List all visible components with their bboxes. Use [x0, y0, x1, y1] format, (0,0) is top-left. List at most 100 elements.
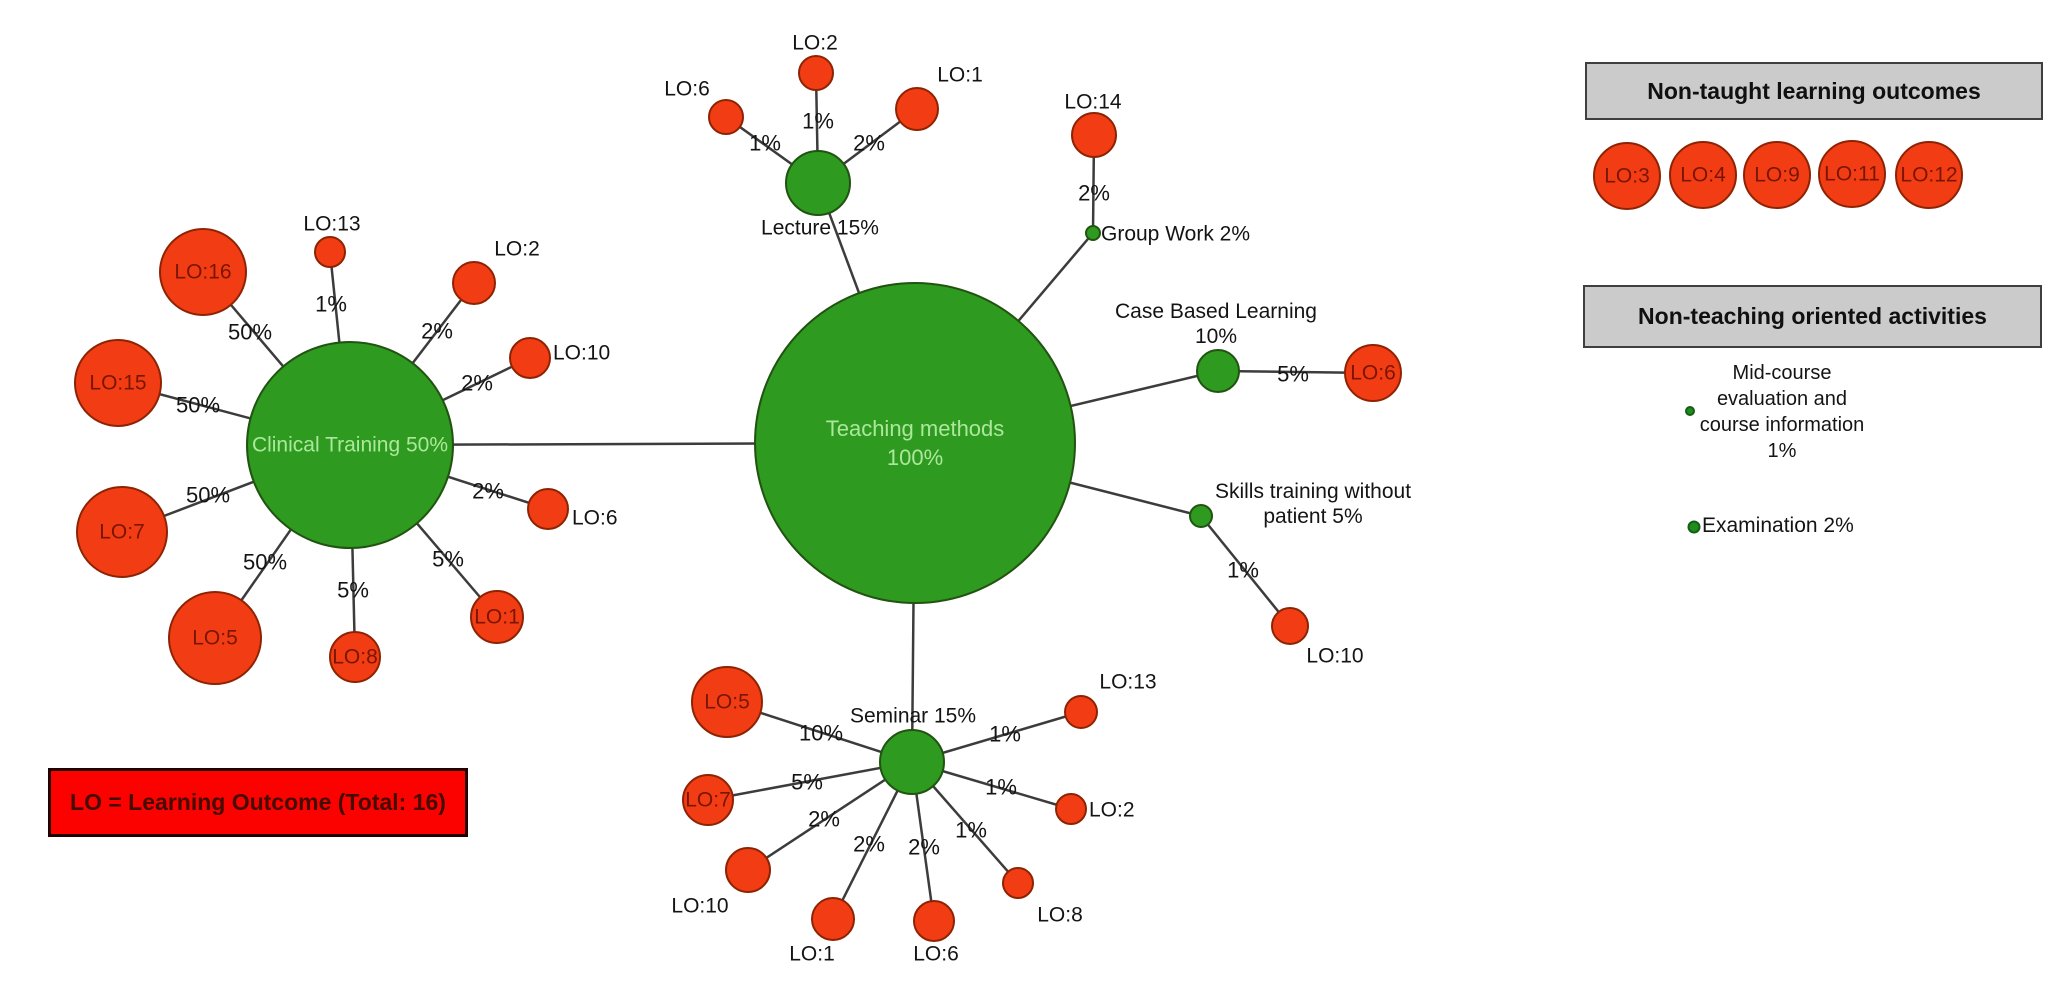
- seminar-lo5-label: LO:5: [704, 691, 750, 714]
- edge-label-case-based-learning-case-based-lo6: 5%: [1277, 362, 1309, 387]
- clinical-lo13-circle: [314, 236, 346, 268]
- edge-label-clinical-training-clinical-lo8: 5%: [337, 578, 369, 603]
- edge-seminar-seminar-lo7: [707, 760, 913, 802]
- mid-course-evaluation-label: Mid-course evaluation and course informa…: [1699, 362, 1865, 462]
- seminar-lo5-circle: [691, 666, 763, 738]
- edge-label-group-work-group-work-lo14: 2%: [1078, 181, 1110, 206]
- skills-lo10-label: LO:10: [1306, 645, 1363, 668]
- clinical-lo5-label: LO:5: [192, 627, 238, 650]
- clinical-lo15-label: LO:15: [89, 372, 146, 395]
- skills-lo10-circle: [1271, 607, 1309, 645]
- edge-label-seminar-seminar-lo8: 1%: [955, 818, 987, 843]
- legend-lo3-label: LO:3: [1604, 165, 1650, 188]
- teaching-methods-label: Teaching methods: [826, 416, 1005, 441]
- clinical-training-circle: [246, 341, 454, 549]
- clinical-lo10-label: LO:10: [553, 342, 610, 365]
- seminar-lo13-label: LO:13: [1099, 671, 1156, 694]
- legend-lo9-circle: [1743, 141, 1811, 209]
- skills-training-label: Skills training without: [1215, 480, 1411, 503]
- clinical-lo10-circle: [509, 337, 551, 379]
- edge-label-clinical-training-clinical-lo6: 2%: [472, 479, 504, 504]
- edge-label-clinical-training-clinical-lo5: 50%: [243, 550, 287, 575]
- group-work-circle: [1085, 225, 1101, 241]
- legend-lo3-circle: [1593, 142, 1661, 210]
- edge-label-seminar-seminar-lo6: 2%: [908, 835, 940, 860]
- edge-label-seminar-seminar-lo7: 5%: [791, 770, 823, 795]
- legend-lo9-label: LO:9: [1754, 164, 1800, 187]
- non-taught-legend-title: Non-taught learning outcomes: [1647, 77, 1981, 104]
- group-work-lo14-label: LO:14: [1064, 91, 1122, 114]
- edge-label-seminar-seminar-lo10: 2%: [808, 807, 840, 832]
- non-teaching-legend-box: Non-teaching oriented activities: [1583, 285, 2042, 348]
- seminar-lo6-circle: [913, 900, 955, 942]
- seminar-lo10-label: LO:10: [671, 895, 728, 918]
- edge-label-clinical-training-clinical-lo16: 50%: [228, 320, 272, 345]
- examination-label: Examination 2%: [1702, 514, 1854, 537]
- legend-lo11-label: LO:11: [1824, 163, 1880, 186]
- seminar-lo10-circle: [725, 847, 771, 893]
- edge-label-seminar-seminar-lo5: 10%: [799, 721, 843, 746]
- clinical-lo15-circle: [74, 339, 162, 427]
- clinical-lo16-label: LO:16: [174, 261, 231, 284]
- seminar-lo2-circle: [1055, 793, 1087, 825]
- clinical-lo2-label: LO:2: [494, 238, 540, 261]
- lecture-lo1-circle: [895, 87, 939, 131]
- clinical-lo8-circle: [329, 631, 381, 683]
- clinical-lo5-circle: [168, 591, 262, 685]
- clinical-lo16-circle: [159, 228, 247, 316]
- lecture-lo6-label: LO:6: [664, 78, 710, 101]
- clinical-lo6-label: LO:6: [572, 507, 618, 530]
- case-based-learning-circle: [1196, 349, 1240, 393]
- edge-label-lecture-lecture-lo1: 2%: [853, 131, 885, 156]
- case-based-learning-label: Case Based Learning: [1115, 300, 1317, 323]
- seminar-lo7-circle: [682, 774, 734, 826]
- seminar-label: Seminar 15%: [850, 705, 976, 728]
- case-based-learning-label: 10%: [1195, 325, 1237, 348]
- legend-lo11-circle: [1818, 140, 1886, 208]
- seminar-lo8-label: LO:8: [1037, 904, 1083, 927]
- clinical-lo7-label: LO:7: [99, 521, 145, 544]
- legend-lo4-circle: [1669, 141, 1737, 209]
- lecture-lo1-label: LO:1: [937, 64, 983, 87]
- seminar-circle: [879, 729, 945, 795]
- clinical-training-label: Clinical Training 50%: [252, 434, 448, 457]
- mid-course-dot-circle: [1685, 406, 1695, 416]
- seminar-lo6-label: LO:6: [913, 943, 959, 966]
- legend-lo12-label: LO:12: [1900, 164, 1957, 187]
- seminar-lo1-circle: [811, 897, 855, 941]
- edge-label-clinical-training-clinical-lo15: 50%: [176, 393, 220, 418]
- teaching-methods-label: 100%: [887, 445, 943, 470]
- edge-label-clinical-training-clinical-lo2: 2%: [421, 319, 453, 344]
- non-taught-legend-box: Non-taught learning outcomes: [1585, 62, 2043, 120]
- clinical-lo2-circle: [452, 261, 496, 305]
- group-work-lo14-circle: [1071, 112, 1117, 158]
- group-work-label: Group Work 2%: [1101, 223, 1250, 246]
- seminar-lo1-label: LO:1: [789, 943, 835, 966]
- case-based-lo6-label: LO:6: [1350, 362, 1396, 385]
- clinical-lo13-label: LO:13: [303, 213, 360, 236]
- edge-label-seminar-seminar-lo1: 2%: [853, 832, 885, 857]
- edge-skills-training-skills-lo10: [1200, 515, 1291, 627]
- clinical-lo8-label: LO:8: [332, 646, 378, 669]
- edge-label-seminar-seminar-lo13: 1%: [989, 722, 1021, 747]
- clinical-lo7-circle: [76, 486, 168, 578]
- examination-dot-circle: [1687, 520, 1701, 534]
- edge-label-skills-training-skills-lo10: 1%: [1227, 558, 1259, 583]
- seminar-lo2-label: LO:2: [1089, 799, 1135, 822]
- teaching-methods-circle: [754, 282, 1076, 604]
- case-based-lo6-circle: [1344, 344, 1402, 402]
- skills-training-circle: [1189, 504, 1213, 528]
- seminar-lo8-circle: [1002, 867, 1034, 899]
- edge-label-lecture-lecture-lo2: 1%: [802, 109, 834, 134]
- edge-label-clinical-training-clinical-lo13: 1%: [315, 292, 347, 317]
- skills-training-label: patient 5%: [1263, 505, 1362, 528]
- lecture-circle: [785, 150, 851, 216]
- lecture-lo2-circle: [798, 55, 834, 91]
- lo-key-box: LO = Learning Outcome (Total: 16): [48, 768, 468, 837]
- edge-label-seminar-seminar-lo2: 1%: [985, 775, 1017, 800]
- edge-label-clinical-training-clinical-lo1: 5%: [432, 547, 464, 572]
- clinical-lo1-label: LO:1: [474, 606, 520, 629]
- lecture-label: Lecture 15%: [761, 217, 879, 240]
